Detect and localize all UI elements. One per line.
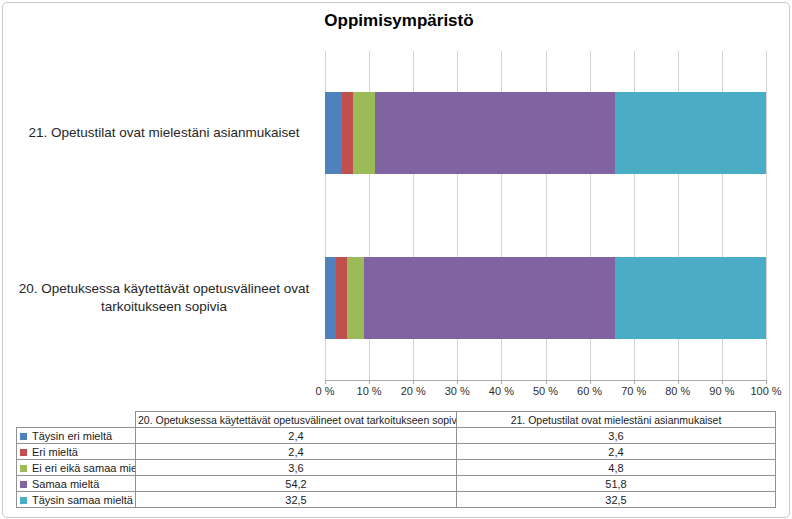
value-cell: 3,6 (136, 460, 457, 476)
axis-tick (457, 380, 458, 384)
table-row: Eri mieltä 2,42,4 (17, 444, 776, 460)
legend-swatch-icon (20, 481, 27, 488)
table-header-cell: 20. Opetuksessa käytettävät opetusväline… (136, 412, 457, 428)
category-label: 21. Opetustilat ovat mielestäni asianmuk… (11, 51, 317, 216)
stacked-bar (325, 257, 766, 339)
axis-tick (590, 380, 591, 384)
value-cell: 4,8 (457, 460, 776, 476)
axis-tick (413, 380, 414, 384)
legend-key-cell: Samaa mieltä (17, 476, 136, 492)
legend-label: Ei eri eikä samaa mieltä (32, 462, 136, 474)
bar-segment (336, 257, 347, 339)
table-row: Samaa mieltä 54,251,8 (17, 476, 776, 492)
axis-tick (634, 380, 635, 384)
legend-key-cell: Ei eri eikä samaa mieltä (17, 460, 136, 476)
stacked-bar (325, 92, 766, 174)
value-cell: 3,6 (457, 428, 776, 444)
legend-swatch-icon (20, 497, 27, 504)
bar-segment (353, 92, 375, 174)
legend-swatch-icon (20, 433, 27, 440)
table-header-row: 20. Opetuksessa käytettävät opetusväline… (17, 412, 776, 428)
value-cell: 2,4 (136, 428, 457, 444)
data-table: 20. Opetuksessa käytettävät opetusväline… (16, 411, 776, 508)
table-row: Ei eri eikä samaa mieltä3,64,8 (17, 460, 776, 476)
value-cell: 54,2 (136, 476, 457, 492)
axis-tick (369, 380, 370, 384)
legend-swatch-icon (20, 449, 27, 456)
value-cell: 2,4 (136, 444, 457, 460)
legend-key-cell: Täysin eri mieltä (17, 428, 136, 444)
bar-segment (325, 257, 336, 339)
legend-label: Samaa mieltä (32, 478, 99, 490)
plot-area (325, 51, 766, 380)
category-label: 20. Opetuksessa käytettävät opetusväline… (11, 216, 317, 381)
legend-label: Eri mieltä (32, 446, 78, 458)
value-cell: 32,5 (136, 492, 457, 508)
axis-tick (546, 380, 547, 384)
bar-segment (342, 92, 353, 174)
table-row: Täysin eri mieltä 2,43,6 (17, 428, 776, 444)
axis-tick (501, 380, 502, 384)
bar-segment (615, 92, 766, 174)
bar-segment (347, 257, 364, 339)
value-cell: 51,8 (457, 476, 776, 492)
value-cell: 2,4 (457, 444, 776, 460)
legend-swatch-icon (20, 465, 27, 472)
table-row: Täysin samaa mieltä32,532,5 (17, 492, 776, 508)
legend-key-cell: Eri mieltä (17, 444, 136, 460)
bar-segment (325, 92, 342, 174)
chart-frame: Oppimisympäristö 21. Opetustilat ovat mi… (2, 2, 790, 518)
table-header-cell: 21. Opetustilat ovat mielestäni asianmuk… (457, 412, 776, 428)
gridline (766, 51, 767, 380)
axis-tick (766, 380, 767, 384)
bar-segment (615, 257, 766, 339)
x-axis-tick-label: 100 % (736, 385, 792, 397)
axis-tick (678, 380, 679, 384)
bar-segment (364, 257, 615, 339)
axis-tick (325, 380, 326, 384)
axis-tick (722, 380, 723, 384)
legend-key-cell: Täysin samaa mieltä (17, 492, 136, 508)
legend-label: Täysin samaa mieltä (32, 494, 133, 506)
chart-title: Oppimisympäristö (3, 11, 792, 31)
legend-label: Täysin eri mieltä (32, 430, 112, 442)
bar-segment (375, 92, 615, 174)
value-cell: 32,5 (457, 492, 776, 508)
table-corner-cell (17, 412, 136, 428)
